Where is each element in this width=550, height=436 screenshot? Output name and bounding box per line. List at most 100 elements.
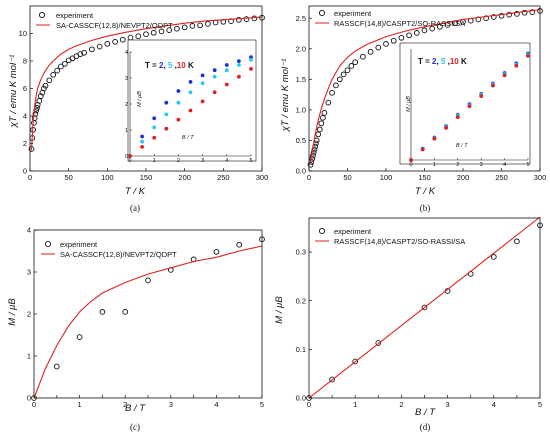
experiment-point [514, 11, 520, 17]
panel-b-legend: experiment RASSCF(14,8)/CASPT2/SO-RASSI/… [315, 9, 465, 28]
theory-curve [309, 9, 541, 162]
experiment-point [398, 34, 405, 41]
experiment-point [37, 93, 44, 99]
x-tick-label: 3 [446, 400, 450, 409]
experiment-point [166, 27, 173, 33]
x-tick-label: 1 [353, 400, 357, 409]
panel-b-ylabel: χT / emu K mol⁻¹ [280, 59, 291, 133]
inset-point [212, 68, 217, 73]
inset-point [467, 104, 472, 109]
experiment-point [321, 110, 328, 116]
experiment-point [421, 27, 428, 34]
experiment-point [521, 9, 528, 16]
inset-point [164, 126, 169, 131]
panel-c-marks [31, 236, 265, 401]
y-tick-label: 0.3 [296, 248, 306, 257]
panel-b-inset: T = 2, 5 ,10 K B / T M / μB 0 1 2 3 4 5 [399, 42, 531, 168]
inset-x-tick-label: 4 [503, 162, 506, 168]
panel-a-caption: (a) [130, 203, 140, 213]
y-tick-label: 0.5 [296, 136, 306, 145]
inset-point [152, 116, 157, 121]
inset-point [128, 154, 132, 158]
experiment-point [50, 71, 57, 78]
experiment-point [143, 31, 149, 38]
experiment-point [311, 146, 318, 153]
inset-y-tick-label: 2 [125, 102, 128, 108]
experiment-point [490, 14, 497, 20]
experiment-point [336, 76, 343, 83]
inset-point [200, 81, 205, 86]
panel-a-ylabel: χT / emu K mol⁻¹ [8, 55, 19, 129]
x-tick-label: 250 [495, 173, 508, 182]
panel-b-caption: (b) [420, 203, 431, 213]
experiment-point [96, 43, 103, 50]
inset-point [212, 74, 217, 79]
panel-d-legend: experiment RASSCF(14,8)/CASPT2/SO-RASSI/… [315, 227, 465, 246]
inset-title-2: 2 [432, 57, 437, 66]
experiment-point [310, 149, 317, 156]
experiment-point [58, 63, 64, 70]
experiment-point [251, 15, 258, 22]
experiment-point [104, 40, 111, 47]
panel-d-caption: (d) [420, 422, 431, 432]
experiment-point [205, 21, 211, 27]
x-tick-label: 300 [256, 173, 269, 182]
x-tick-label: 250 [217, 173, 230, 182]
inset-x-tick-label: 1 [433, 162, 436, 168]
panel-d: 0 1 2 3 4 5 0.0 0.1 0.2 0.3 B / T M / μB (d) expe… [274, 216, 543, 432]
experiment-point [406, 32, 412, 39]
panel-b-inset-title: T = 2, 5 ,10 K [418, 57, 467, 66]
inset-point [176, 89, 181, 93]
theory-curve [33, 245, 263, 399]
x-tick-label: 1 [78, 400, 82, 409]
inset-point [249, 57, 253, 62]
y-tick-label: 0.1 [296, 345, 306, 354]
legend-marker-icon [44, 240, 52, 248]
inset-point [140, 134, 145, 139]
x-tick-label: 3 [169, 400, 173, 409]
theory-curve [30, 16, 263, 151]
experiment-point [413, 30, 420, 36]
panel-c-axes: 0 1 2 3 4 5 0 1 2 3 4 [27, 226, 264, 409]
experiment-point [309, 155, 315, 162]
inset-title-5: 5 [168, 61, 173, 70]
inset-x-tick-label: 3 [480, 162, 483, 168]
inset-point [491, 83, 495, 88]
experiment-point [31, 115, 38, 121]
experiment-point [360, 53, 366, 60]
y-tick-label: 10 [19, 29, 27, 38]
panel-a-legend-theory: SA-CASSCF(12,8)/NEVPT2/QDPT [56, 21, 173, 30]
experiment-point [181, 24, 188, 31]
inset-point [140, 139, 145, 144]
experiment-point [46, 77, 53, 84]
experiment-point [61, 60, 68, 67]
legend-marker-icon [318, 227, 326, 235]
inset-x-tick-label: 1 [153, 158, 156, 164]
x-tick-label: 300 [534, 173, 547, 182]
experiment-point [307, 162, 314, 168]
panel-a-inset: T = 2, 5 ,10 K B / T M / μB 0 1 2 3 4 5 0 1 2 3 4 [125, 39, 257, 164]
panel-d-legend-theory: RASSCF(14,8)/CASPT2/SO-RASSI/SA [334, 237, 465, 246]
inset-point [176, 117, 181, 122]
panel-a-legend-experiment: experiment [56, 11, 94, 20]
experiment-point [41, 85, 47, 92]
x-tick-label: 150 [418, 173, 431, 182]
y-tick-label: 4 [27, 226, 31, 235]
inset-point [444, 126, 448, 130]
inset-x-tick-label: 2 [456, 162, 459, 168]
experiment-point [313, 137, 320, 144]
panel-b-inset-ylabel: M / μB [406, 96, 412, 112]
inset-x-tick-label: 5 [526, 162, 529, 168]
experiment-point [506, 11, 513, 18]
panel-c-ylabel: M / μB [7, 298, 18, 326]
experiment-point [329, 89, 335, 96]
experiment-point [514, 238, 520, 245]
inset-title-unit: K [186, 61, 194, 70]
inset-x-tick-label: 0 [128, 158, 131, 164]
panel-a-legend: experiment SA-CASSCF(12,8)/NEVPT2/QDPT [36, 11, 173, 30]
x-tick-label: 0 [28, 173, 32, 182]
panel-c-legend-theory: SA-CASSCF(12,8)/NEVPT2/QDPT [60, 250, 177, 259]
experiment-point [421, 304, 428, 311]
experiment-point [89, 46, 95, 53]
